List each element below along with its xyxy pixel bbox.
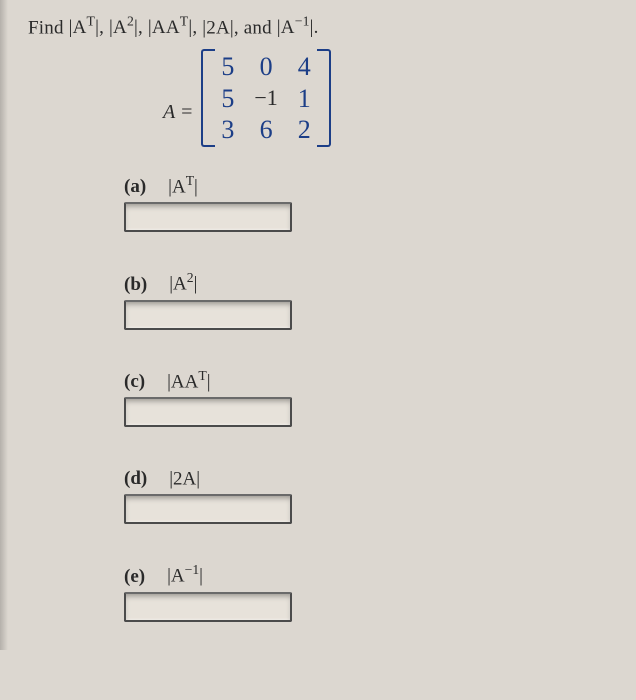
part-b-label: (b) |A2| (124, 270, 618, 295)
matrix: 5 0 4 5 −1 1 3 6 2 (203, 49, 328, 147)
part-d-expr: |2A| (169, 465, 200, 490)
term-5: |A−1|. (277, 17, 319, 38)
m-2-1: 6 (244, 114, 287, 145)
answer-input-d[interactable] (124, 494, 292, 524)
term-3: |AAT|, (148, 17, 202, 38)
prompt-line: Find |AT|, |A2|, |AAT|, |2A|, and |A−1|. (28, 14, 618, 39)
part-e-expr: |A−1| (167, 562, 203, 587)
term-4: |2A|, (202, 17, 244, 38)
m-1-2: 1 (288, 83, 321, 114)
term-2: |A2|, (109, 17, 148, 38)
parts-list: (a) |AT| (b) |A2| (c) |AAT| (124, 173, 618, 622)
part-a-tag: (a) (124, 176, 146, 198)
bracket-right (317, 49, 331, 147)
answer-input-c[interactable] (124, 397, 292, 427)
part-e-label: (e) |A−1| (124, 562, 618, 587)
part-c-expr: |AAT| (167, 368, 210, 393)
part-b: (b) |A2| (124, 270, 618, 329)
part-d-tag: (d) (124, 468, 147, 490)
part-b-tag: (b) (124, 274, 147, 296)
part-a: (a) |AT| (124, 173, 618, 232)
m-2-2: 2 (288, 114, 321, 145)
page: Find |AT|, |A2|, |AAT|, |2A|, and |A−1|.… (0, 0, 636, 650)
part-b-expr: |A2| (169, 270, 197, 295)
term-1: |AT|, (69, 17, 109, 38)
m-0-2: 4 (288, 51, 321, 82)
m-0-0: 5 (211, 51, 244, 82)
bracket-left (201, 49, 215, 147)
answer-input-b[interactable] (124, 300, 292, 330)
and: and (244, 17, 277, 38)
part-c: (c) |AAT| (124, 368, 618, 427)
part-a-label: (a) |AT| (124, 173, 618, 198)
m-1-0: 5 (211, 83, 244, 114)
matrix-table: 5 0 4 5 −1 1 3 6 2 (211, 51, 320, 145)
scan-shadow (0, 0, 8, 650)
part-e: (e) |A−1| (124, 562, 618, 621)
part-c-label: (c) |AAT| (124, 368, 618, 393)
answer-input-e[interactable] (124, 592, 292, 622)
part-e-tag: (e) (124, 566, 145, 588)
m-1-1: −1 (244, 83, 287, 114)
m-2-0: 3 (211, 114, 244, 145)
answer-input-a[interactable] (124, 202, 292, 232)
matrix-block: A = 5 0 4 5 −1 1 3 6 2 (163, 49, 618, 147)
m-0-1: 0 (244, 51, 287, 82)
part-a-expr: |AT| (168, 173, 198, 198)
prompt-lead: Find (28, 17, 69, 38)
matrix-lhs: A = (163, 101, 193, 124)
part-d: (d) |2A| (124, 465, 618, 524)
part-c-tag: (c) (124, 371, 145, 393)
part-d-label: (d) |2A| (124, 465, 618, 490)
